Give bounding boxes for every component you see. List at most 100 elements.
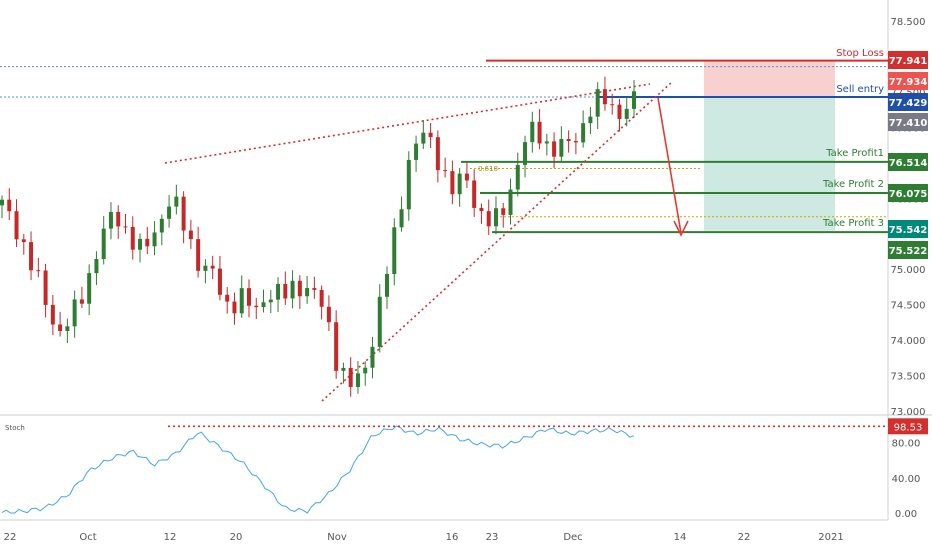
candle [450,160,455,205]
candle [406,151,411,221]
candle-body [36,270,41,272]
candle-body [225,294,230,302]
candle [464,161,469,189]
candle [479,203,484,224]
candle-body [479,207,484,212]
candle-body [552,141,557,157]
candle [566,130,571,153]
candle-body [276,283,281,300]
candle [239,275,244,318]
price-badge [888,51,928,69]
candle-body [297,280,302,297]
stoch-value-label: 98.53 [894,422,923,433]
candle [319,285,324,320]
candle [268,289,273,314]
candle-body [385,273,390,297]
price-tick-label: 78.500 [891,17,926,28]
candle [334,310,339,379]
candle-body [138,238,143,250]
price-tick-label: 74.000 [891,336,926,347]
candle [552,132,557,168]
price-badge [888,93,928,111]
price-badge-label: 77.934 [889,77,928,88]
candle [588,107,593,135]
candle-body [421,132,426,144]
candle [486,199,491,235]
candle [428,123,433,148]
time-tick-label: 2021 [818,532,843,543]
candle-body [501,208,506,215]
candle [188,219,193,249]
level-name-label: Stop Loss [836,48,884,59]
candle-body [181,196,186,231]
candle [326,295,331,331]
time-tick-label: Dec [563,532,582,543]
stoch-label: Stoch [5,424,25,432]
candle [370,336,375,379]
candle-body [50,304,55,325]
candle-body [43,270,48,305]
candle [123,213,128,234]
candle-body [486,211,491,227]
candle-body [428,132,433,138]
candle-body [406,159,411,210]
candle [312,276,317,299]
candle-body [581,123,586,143]
candle [232,292,237,325]
candle-body [246,288,251,306]
candle-body [79,299,84,304]
candle [632,80,636,118]
candle [152,221,157,256]
candles [0,76,636,397]
candle-body [29,242,34,271]
candle-body [101,228,106,260]
candle [392,218,397,286]
price-badge-label: 76.514 [889,158,928,169]
candle [515,152,520,197]
candle-body [377,296,382,347]
candle-body [130,226,135,250]
projection-arrow-line [657,97,682,234]
candle [363,361,368,386]
candle [130,216,135,260]
stoch-line [1,425,635,514]
candle [217,255,222,301]
candle-body [174,196,179,207]
candle-body [217,268,222,295]
candle-body [7,199,12,212]
candle [435,130,440,183]
stoch-value-badge [888,418,928,435]
price-tick-label: 75.000 [891,265,926,276]
candle [457,167,462,207]
candle [443,157,448,178]
candle [290,270,295,309]
price-badge [888,184,928,202]
price-badge [888,72,928,90]
candle-body [87,273,92,304]
price-badge-label: 75.542 [889,225,928,236]
candle-body [559,138,564,157]
candle [43,263,48,318]
candle-body [610,104,615,106]
candle [65,318,70,343]
price-badge-label: 77.941 [889,56,928,67]
candle-body [261,302,266,308]
candle-body [363,367,368,374]
candle-body [239,288,244,314]
price-badge-label: 77.429 [889,98,928,109]
candle-body [392,227,397,274]
candle-body [573,141,578,143]
candle [7,188,12,221]
candle [50,295,55,336]
candle [159,214,164,246]
candle [203,259,208,284]
candle-body [283,283,288,299]
candle-body [312,288,317,290]
loss-zone [704,60,835,97]
candle-body [537,121,542,144]
candle [108,202,113,240]
candle-body [254,305,259,308]
candle [537,109,542,150]
